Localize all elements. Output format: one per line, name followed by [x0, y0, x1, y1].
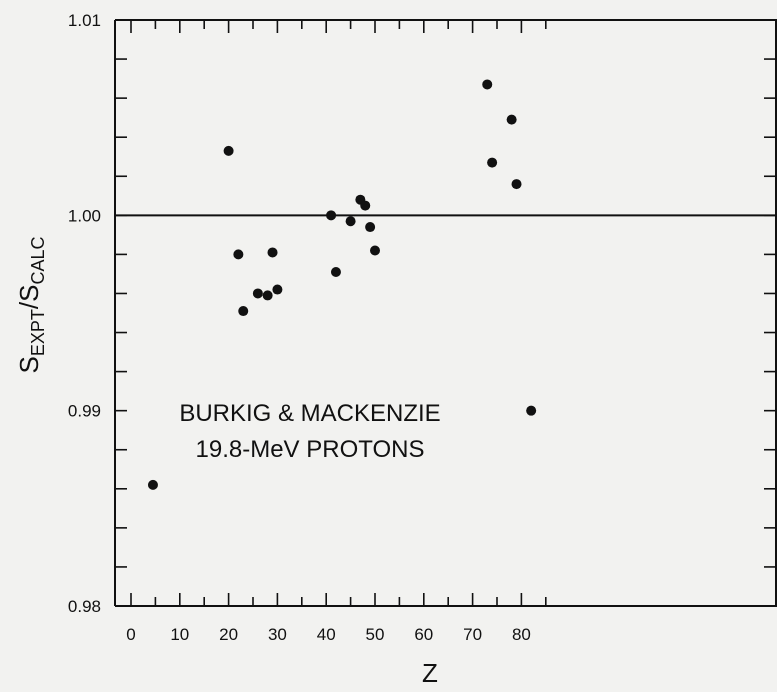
y-title-slash: / [14, 301, 44, 309]
data-point [272, 284, 283, 295]
y-axis-title: SEXPT/SCALC [14, 237, 48, 374]
x-tick-label: 40 [317, 625, 336, 644]
y-axis-ticks [115, 58, 776, 568]
data-points [147, 79, 537, 490]
x-tick-label: 30 [268, 625, 287, 644]
data-point [267, 247, 278, 258]
data-point [370, 245, 380, 256]
y-title-sub1: EXPT [28, 309, 48, 356]
y-tick-label: 0.99 [68, 402, 101, 421]
x-tick-label: 60 [414, 625, 433, 644]
data-point [147, 479, 158, 490]
data-point [526, 405, 537, 416]
x-tick-label: 50 [366, 625, 385, 644]
plot-frame [114, 19, 777, 607]
data-point [326, 210, 337, 221]
y-tick-label: 1.00 [68, 206, 101, 225]
annotation-line-1: BURKIG & MACKENZIE [179, 400, 440, 427]
y-title-base2: S [14, 285, 44, 302]
data-point [238, 306, 249, 317]
x-axis-ticks [130, 20, 547, 606]
x-tick-label: 70 [463, 625, 482, 644]
y-tick-label: 0.98 [68, 597, 101, 616]
data-point [482, 79, 493, 90]
data-point [252, 288, 263, 299]
tick-labels: 0 10 20 30 40 50 60 70 80 0.98 0.99 1.00 1.01 [68, 11, 531, 644]
x-tick-label: 0 [126, 625, 135, 644]
annotation-line-2: 19.8-MeV PROTONS [196, 436, 425, 463]
data-point [345, 216, 356, 227]
data-point [262, 290, 273, 301]
y-title-sub2: CALC [28, 237, 48, 285]
x-tick-label: 10 [170, 625, 189, 644]
data-point [223, 145, 234, 156]
x-axis-title: Z [422, 658, 438, 688]
data-point [511, 179, 522, 190]
data-point [506, 114, 517, 125]
x-tick-label: 80 [512, 625, 531, 644]
data-point [360, 200, 371, 211]
data-point [330, 266, 341, 277]
data-point [487, 157, 498, 168]
data-point [365, 222, 376, 233]
x-tick-label: 20 [219, 625, 238, 644]
data-point [233, 249, 244, 260]
y-title-base: S [14, 356, 44, 373]
y-tick-label: 1.01 [68, 11, 101, 30]
